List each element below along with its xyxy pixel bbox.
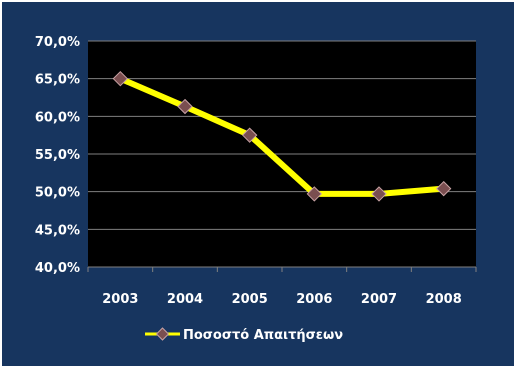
x-tick-label: 2003 xyxy=(102,292,138,307)
data-point-marker xyxy=(112,70,129,87)
y-tick-label: 60,0% xyxy=(35,110,80,125)
series-line xyxy=(117,75,447,197)
x-tick-label: 2008 xyxy=(426,292,462,307)
data-point-marker xyxy=(306,186,323,202)
x-tick-label: 2005 xyxy=(232,292,268,307)
x-tick-label: 2004 xyxy=(167,292,203,307)
data-point-marker xyxy=(371,186,387,202)
legend-label: Ποσοστό Απαιτήσεων xyxy=(183,328,343,343)
data-point-marker xyxy=(177,98,193,115)
y-tick-label: 55,0% xyxy=(35,148,80,163)
x-tick-label: 2006 xyxy=(296,292,332,307)
legend-marker-swatch xyxy=(155,327,170,341)
y-tick-label: 70,0% xyxy=(35,35,80,50)
y-tick-label: 50,0% xyxy=(35,186,80,201)
x-axis-tick-labels: 2003 2004 2005 2006 2007 2008 xyxy=(87,266,477,307)
y-axis-tick-labels: 70,0% 65,0% 60,0% 55,0% 50,0% 45,0% 40,0% xyxy=(35,35,80,276)
data-point-marker xyxy=(435,180,452,197)
x-tick-label: 2007 xyxy=(361,292,397,307)
y-tick-label: 40,0% xyxy=(35,261,80,276)
data-point-marker xyxy=(241,127,258,143)
legend: Ποσοστό Απαιτήσεων xyxy=(145,327,343,343)
y-tick-label: 45,0% xyxy=(35,223,80,238)
data-series xyxy=(112,70,452,202)
y-tick-label: 65,0% xyxy=(35,73,80,88)
